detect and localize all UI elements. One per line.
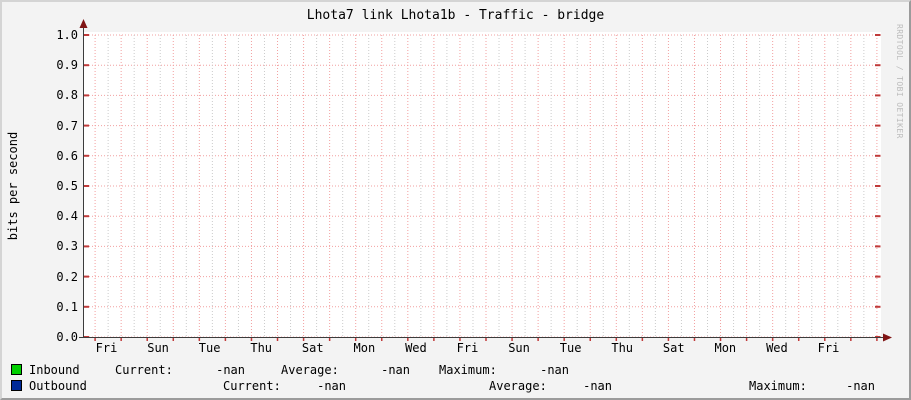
x-tick-label: Wed <box>405 341 427 355</box>
y-tick-label: 0.6 <box>56 148 78 163</box>
x-tick-label: Sun <box>147 341 169 355</box>
y-tick-label: 0.5 <box>56 179 78 193</box>
x-tick-label: Wed <box>766 341 788 355</box>
graph-title: Lhota7 link Lhota1b - Traffic - bridge <box>306 8 605 23</box>
maximum-value: -nan <box>540 363 569 377</box>
y-tick-label: 0.4 <box>56 209 78 224</box>
x-tick-label: Fri <box>817 341 840 355</box>
y-tick-label: 0.2 <box>56 269 78 284</box>
rrdtool-watermark: RRDTOOL / TOBI OETIKER <box>895 24 904 139</box>
y-tick-label: 0.7 <box>56 118 78 133</box>
y-tick-label: 0.9 <box>56 58 78 73</box>
y-tick-label: 0.8 <box>56 88 78 103</box>
legend-row-outbound: Outbound Current: -nan Average: -nan Max… <box>2 379 909 394</box>
average-value: -nan <box>381 363 410 377</box>
x-tick-label: Thu <box>250 341 273 355</box>
inbound-swatch <box>11 364 22 375</box>
average-label: Average: <box>489 379 547 393</box>
outbound-swatch <box>11 380 22 391</box>
current-label: Current: <box>223 379 281 393</box>
y-tick-label: 0.0 <box>56 330 78 344</box>
y-tick-label: 0.1 <box>56 299 78 314</box>
maximum-value: -nan <box>846 379 875 393</box>
current-value: -nan <box>216 363 245 377</box>
maximum-label: Maximum: <box>749 379 807 393</box>
x-tick-label: Mon <box>353 341 376 355</box>
x-tick-label: Fri <box>95 341 118 355</box>
legend-row-inbound: Inbound Current: -nan Average: -nan Maxi… <box>2 363 909 378</box>
x-tick-label: Sat <box>662 341 685 355</box>
current-value: -nan <box>317 379 346 393</box>
average-label: Average: <box>281 363 339 377</box>
y-tick-label: 0.3 <box>56 239 78 254</box>
legend-series-name: Outbound <box>29 379 87 393</box>
y-tick-label: 1.0 <box>56 28 78 42</box>
current-label: Current: <box>115 363 173 377</box>
x-tick-label: Thu <box>611 341 634 355</box>
x-tick-label: Tue <box>559 341 582 355</box>
legend-series-name: Inbound <box>29 363 80 377</box>
x-tick-label: Sun <box>508 341 530 355</box>
x-tick-label: Sat <box>301 341 324 355</box>
x-tick-label: Mon <box>714 341 737 355</box>
x-tick-label: Tue <box>198 341 221 355</box>
maximum-label: Maximum: <box>439 363 497 377</box>
x-tick-label: Fri <box>456 341 479 355</box>
average-value: -nan <box>583 379 612 393</box>
